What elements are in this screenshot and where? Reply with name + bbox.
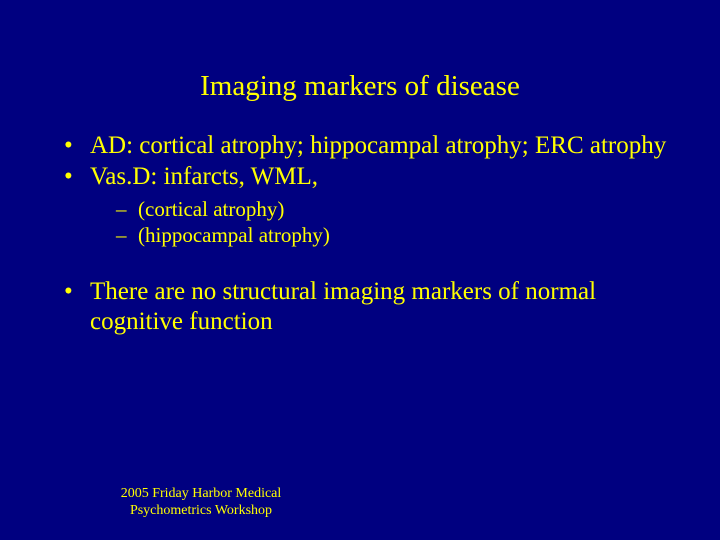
spacer [60, 249, 670, 277]
slide-title: Imaging markers of disease [0, 0, 720, 131]
bullet-text: Vas.D: infarcts, WML, [90, 163, 318, 190]
bullet-list: AD: cortical atrophy; hippocampal atroph… [60, 131, 670, 249]
slide-container: Imaging markers of disease AD: cortical … [0, 0, 720, 540]
sub-bullet-text: (hippocampal atrophy) [138, 223, 330, 247]
sub-bullet-item: (hippocampal atrophy) [116, 222, 670, 248]
bullet-item: AD: cortical atrophy; hippocampal atroph… [60, 131, 670, 162]
footer-line: Psychometrics Workshop [130, 503, 272, 518]
bullet-text: There are no structural imaging markers … [90, 278, 596, 336]
bullet-item: Vas.D: infarcts, WML, (cortical atrophy)… [60, 162, 670, 249]
bullet-text: AD: cortical atrophy; hippocampal atroph… [90, 132, 666, 159]
sub-bullet-item: (cortical atrophy) [116, 196, 670, 222]
slide-footer: 2005 Friday Harbor Medical Psychometrics… [106, 486, 296, 520]
footer-line: 2005 Friday Harbor Medical [121, 486, 282, 501]
bullet-list: There are no structural imaging markers … [60, 277, 670, 338]
slide-content: AD: cortical atrophy; hippocampal atroph… [0, 131, 720, 338]
bullet-item: There are no structural imaging markers … [60, 277, 670, 338]
sub-bullet-text: (cortical atrophy) [138, 197, 284, 221]
sub-bullet-list: (cortical atrophy) (hippocampal atrophy) [90, 196, 670, 249]
